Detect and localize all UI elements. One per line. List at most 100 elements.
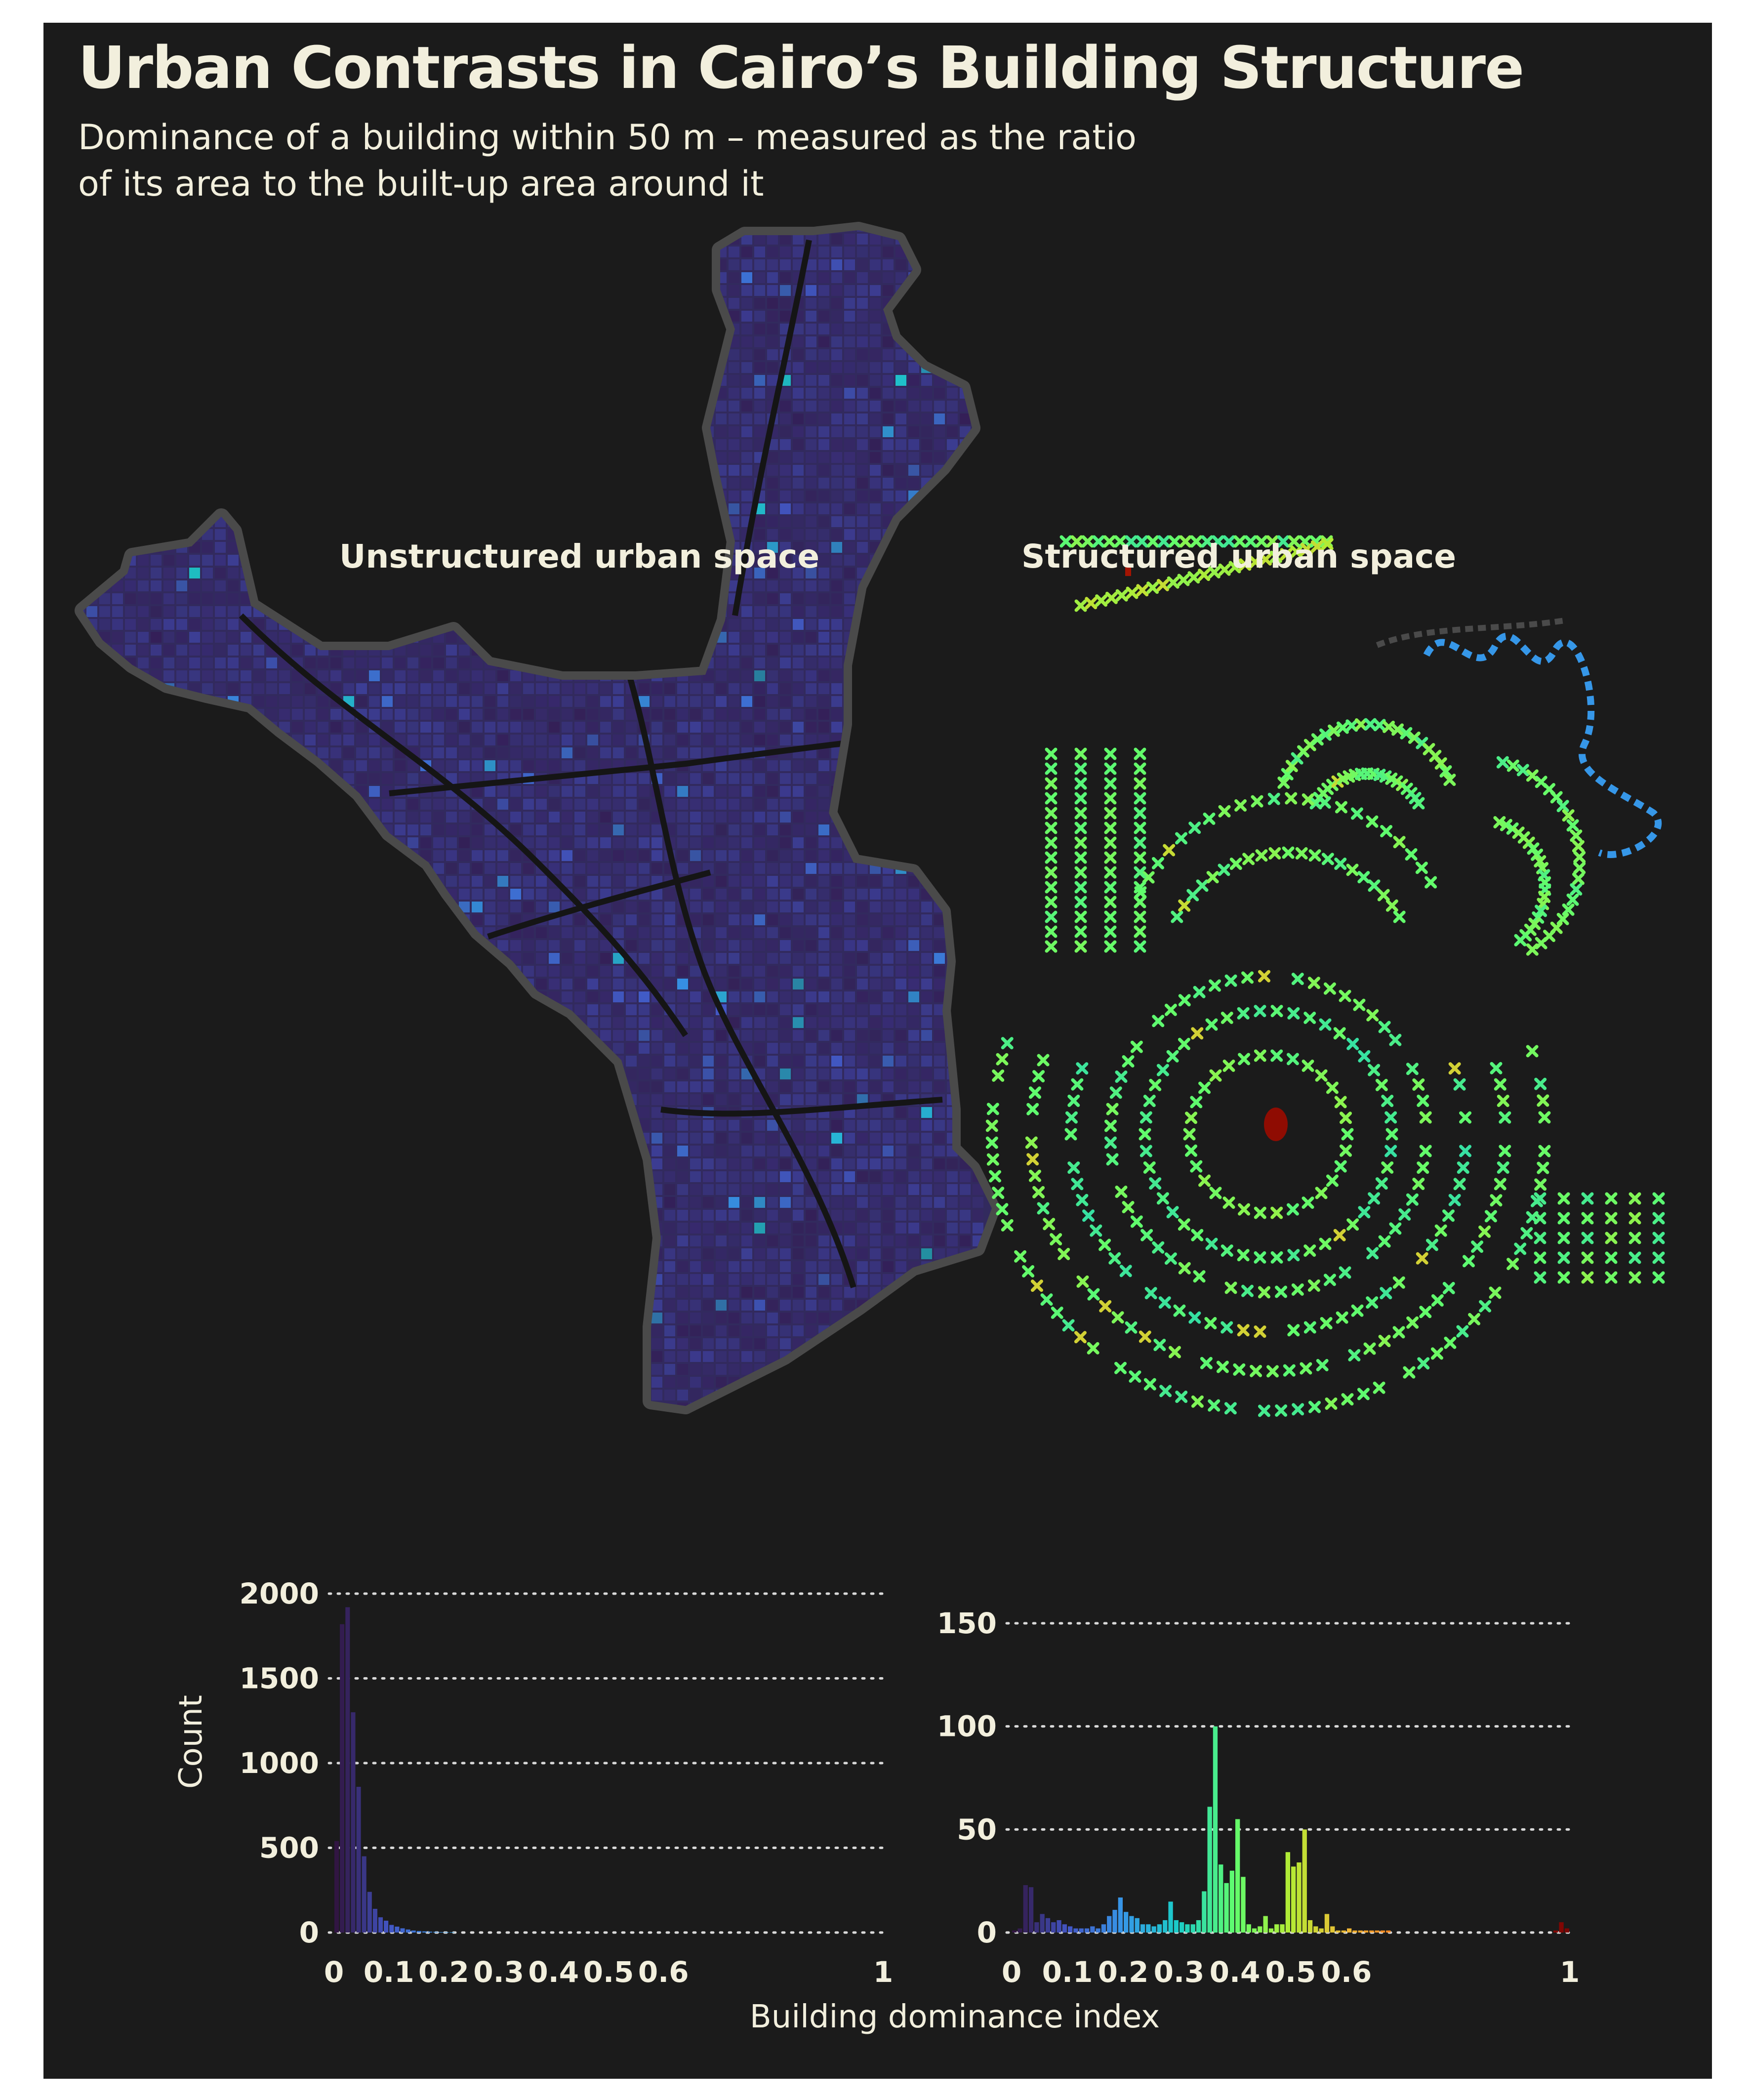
building-tile (305, 568, 316, 578)
building-tile (305, 645, 316, 656)
building-tile (241, 324, 251, 334)
building-tile (523, 465, 534, 476)
building-tile (176, 503, 187, 514)
building-tile (780, 1030, 791, 1041)
building-tile (472, 696, 483, 707)
building-tile (780, 465, 791, 476)
building-tile (189, 491, 200, 501)
building-tile (99, 311, 110, 322)
building-tile (780, 837, 791, 848)
building-tile (536, 850, 547, 861)
building-tile (716, 413, 727, 424)
building-tile (626, 632, 637, 643)
building-tile (138, 311, 149, 322)
building-tile (125, 375, 136, 386)
building-tile (870, 670, 881, 681)
building-tile (189, 439, 200, 450)
building-tile (510, 478, 521, 489)
building-tile (189, 1043, 200, 1054)
building-tile (266, 555, 277, 566)
building-tile (703, 230, 714, 232)
building-tile (472, 773, 483, 784)
building-tile (318, 426, 328, 437)
building-tile (677, 516, 688, 527)
building-tile (626, 230, 637, 232)
building-tile (99, 1120, 110, 1131)
building-tile (202, 850, 213, 861)
building-tile (241, 1017, 251, 1028)
building-tile (253, 1081, 264, 1092)
building-tile (523, 1017, 534, 1028)
building-tile (562, 1069, 572, 1079)
building-tile (318, 349, 328, 360)
building-tile (793, 568, 804, 578)
building-tile (485, 1043, 495, 1054)
building-tile (549, 760, 560, 771)
building-tile (780, 426, 791, 437)
building-tile (369, 927, 380, 938)
building-tile (947, 311, 958, 322)
building-tile (664, 914, 675, 925)
building-tile (330, 580, 341, 591)
building-tile (485, 426, 495, 437)
building-tile (433, 324, 444, 334)
building-tile (908, 298, 919, 309)
building-tile (664, 247, 675, 257)
building-tile (318, 606, 328, 617)
building-tile (626, 1017, 637, 1028)
building-tile (395, 799, 406, 810)
building-tile (176, 478, 187, 489)
building-tile (536, 979, 547, 989)
building-tile (639, 593, 650, 604)
building-tile (433, 927, 444, 938)
building-tile (690, 336, 701, 347)
building-tile (266, 773, 277, 784)
building-tile (176, 593, 187, 604)
building-tile (459, 773, 470, 784)
building-tile (202, 670, 213, 681)
building-tile (793, 542, 804, 553)
building-tile (639, 516, 650, 527)
building-tile (151, 298, 162, 309)
building-tile (228, 632, 239, 643)
building-tile (870, 991, 881, 1002)
building-tile (228, 1030, 239, 1041)
building-tile (356, 362, 367, 373)
building-tile (767, 722, 778, 733)
building-tile (356, 375, 367, 386)
building-tile (703, 234, 714, 245)
building-tile (831, 991, 842, 1002)
building-tile (382, 311, 393, 322)
building-tile (639, 799, 650, 810)
building-tile (793, 401, 804, 412)
building-tile (382, 580, 393, 591)
building-tile (407, 863, 418, 874)
building-tile (472, 1107, 483, 1118)
building-tile (574, 311, 585, 322)
building-tile (83, 478, 84, 489)
building-tile (395, 683, 406, 694)
building-tile (960, 529, 971, 540)
building-tile (395, 902, 406, 912)
building-tile (651, 311, 662, 322)
building-tile (138, 1120, 149, 1131)
building-tile (703, 876, 714, 887)
building-tile (793, 696, 804, 707)
building-tile (279, 786, 290, 797)
building-tile (870, 580, 881, 591)
building-tile (99, 837, 110, 848)
building-tile (485, 285, 495, 296)
building-tile (895, 593, 906, 604)
building-tile (549, 824, 560, 835)
building-tile (83, 1017, 84, 1028)
building-tile (818, 324, 829, 334)
building-tile (253, 1004, 264, 1015)
building-tile (844, 568, 855, 578)
building-tile (613, 812, 624, 823)
building-tile (279, 491, 290, 501)
building-tile (241, 863, 251, 874)
building-tile (318, 247, 328, 257)
building-tile (497, 503, 508, 514)
building-tile (613, 850, 624, 861)
building-tile (356, 722, 367, 733)
